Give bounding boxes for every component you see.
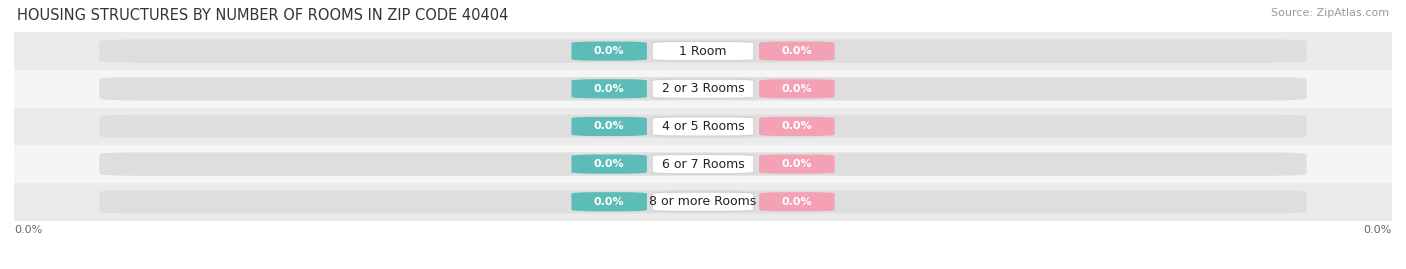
Text: 0.0%: 0.0% — [782, 46, 813, 56]
Bar — [14, 32, 1392, 70]
Text: 0.0%: 0.0% — [14, 225, 42, 235]
Bar — [14, 183, 1392, 221]
FancyBboxPatch shape — [100, 115, 1306, 138]
Text: 0.0%: 0.0% — [593, 121, 624, 132]
Text: 0.0%: 0.0% — [782, 121, 813, 132]
Text: HOUSING STRUCTURES BY NUMBER OF ROOMS IN ZIP CODE 40404: HOUSING STRUCTURES BY NUMBER OF ROOMS IN… — [17, 8, 508, 23]
Text: 0.0%: 0.0% — [593, 159, 624, 169]
Text: 1 Room: 1 Room — [679, 45, 727, 58]
FancyBboxPatch shape — [571, 154, 647, 174]
Text: 0.0%: 0.0% — [782, 159, 813, 169]
Text: Source: ZipAtlas.com: Source: ZipAtlas.com — [1271, 8, 1389, 18]
Text: 0.0%: 0.0% — [782, 84, 813, 94]
FancyBboxPatch shape — [652, 192, 754, 211]
Bar — [14, 108, 1392, 145]
FancyBboxPatch shape — [652, 79, 754, 98]
FancyBboxPatch shape — [571, 192, 647, 211]
FancyBboxPatch shape — [652, 117, 754, 136]
Text: 4 or 5 Rooms: 4 or 5 Rooms — [662, 120, 744, 133]
FancyBboxPatch shape — [100, 40, 1306, 63]
Text: 0.0%: 0.0% — [782, 197, 813, 207]
FancyBboxPatch shape — [100, 153, 1306, 176]
Bar — [14, 145, 1392, 183]
FancyBboxPatch shape — [759, 192, 835, 211]
FancyBboxPatch shape — [652, 154, 754, 174]
FancyBboxPatch shape — [571, 117, 647, 136]
FancyBboxPatch shape — [571, 41, 647, 61]
Text: 0.0%: 0.0% — [593, 46, 624, 56]
FancyBboxPatch shape — [652, 41, 754, 61]
FancyBboxPatch shape — [759, 154, 835, 174]
FancyBboxPatch shape — [571, 79, 647, 98]
FancyBboxPatch shape — [759, 41, 835, 61]
Text: 0.0%: 0.0% — [593, 197, 624, 207]
FancyBboxPatch shape — [100, 190, 1306, 213]
Text: 8 or more Rooms: 8 or more Rooms — [650, 195, 756, 208]
Text: 6 or 7 Rooms: 6 or 7 Rooms — [662, 158, 744, 171]
FancyBboxPatch shape — [759, 117, 835, 136]
Text: 2 or 3 Rooms: 2 or 3 Rooms — [662, 82, 744, 95]
FancyBboxPatch shape — [100, 77, 1306, 100]
Text: 0.0%: 0.0% — [593, 84, 624, 94]
FancyBboxPatch shape — [759, 79, 835, 98]
Bar — [14, 70, 1392, 108]
Text: 0.0%: 0.0% — [1364, 225, 1392, 235]
